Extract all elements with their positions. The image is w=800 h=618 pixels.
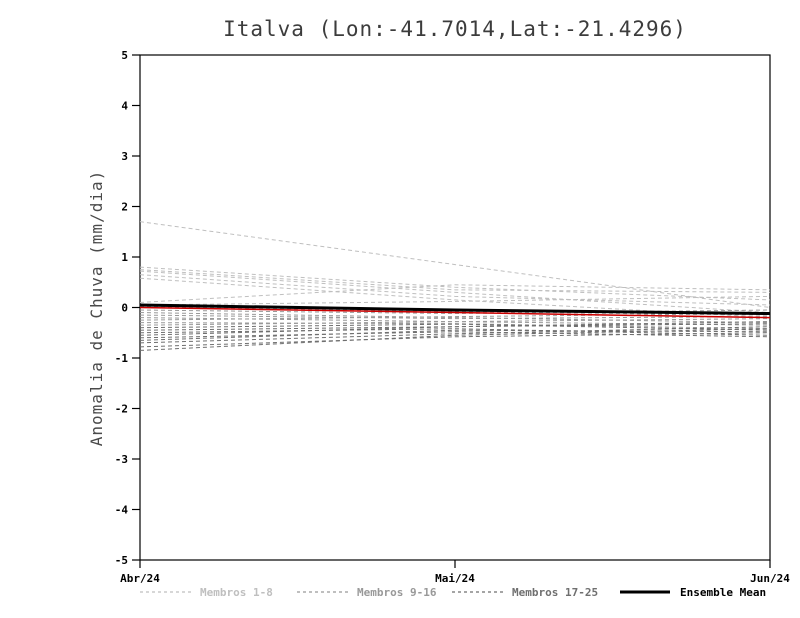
chart-title: Italva (Lon:-41.7014,Lat:-21.4296) [223,17,687,41]
member-line [139,318,771,326]
legend-item-label: Ensemble Mean [680,586,766,599]
y-tick-label: 1 [121,251,128,264]
member-line [139,312,771,324]
x-tick-label: Mai/24 [435,572,475,585]
legend-item-label: Membros 1-8 [200,586,273,599]
y-tick-label: 2 [121,201,128,214]
member-line [139,332,771,348]
y-tick-label: 4 [121,100,128,113]
x-tick-label: Abr/24 [120,572,160,585]
member-line [139,328,771,336]
y-tick-label: 0 [121,302,128,315]
legend-item: Membros 9-16 [297,586,437,599]
y-tick-label: 5 [121,49,128,62]
legend-item: Ensemble Mean [620,586,766,599]
ensemble-mean-line [139,303,771,316]
plot-area: -5 -4 -3 -2 -1 0 1 2 3 4 5 Abr/24 Mai/24 Jun/24 [115,49,790,585]
y-tick-label: -4 [115,504,129,517]
y-tick-label: -1 [115,352,129,365]
member-line [139,266,771,301]
member-line [139,274,771,306]
member-line [139,328,771,351]
y-tick-label: -5 [115,554,128,567]
y-tick-label: 3 [121,150,128,163]
x-tick-label: Jun/24 [750,572,790,585]
legend-item-label: Membros 9-16 [357,586,437,599]
member-line [139,313,771,321]
y-tick-label: -2 [115,403,128,416]
member-line [139,323,771,331]
legend-item: Membros 17-25 [452,586,598,599]
member-line [139,314,771,320]
member-line [139,322,771,330]
member-line [139,284,771,303]
legend-item: Membros 1-8 [140,586,273,599]
legend: Membros 1-8 Membros 9-16 Membros 17-25 Ense… [140,586,766,599]
red-line [139,306,771,319]
legend-item-label: Membros 17-25 [512,586,598,599]
member-line [139,270,771,314]
member-line [139,269,771,293]
member-line [139,295,771,306]
member-line [139,221,771,308]
member-line [139,305,771,316]
member-line [139,323,771,336]
member-line [139,331,771,339]
y-tick-label: -3 [115,453,128,466]
member-line [139,326,771,344]
y-axis-label: Anomalia de Chuva (mm/dia) [87,170,106,446]
